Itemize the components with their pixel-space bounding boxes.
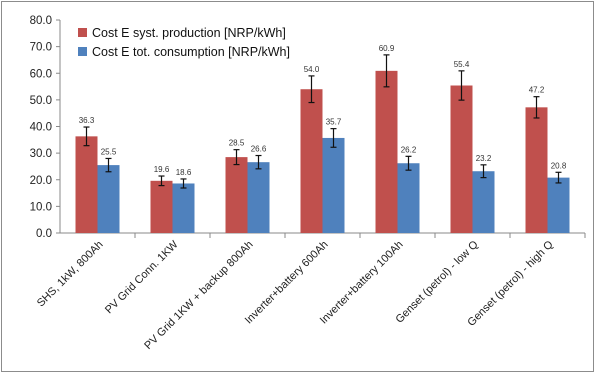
bar-production (300, 89, 323, 233)
bar-consumption (322, 137, 345, 233)
bar-consumption (472, 171, 495, 233)
data-label: 23.2 (476, 154, 492, 163)
data-label: 54.0 (304, 65, 320, 74)
legend-swatch (78, 28, 87, 37)
bar-production (75, 136, 98, 233)
y-tick-label: 10.0 (30, 201, 52, 213)
x-category-label: Inverter+battery 600Ah (243, 239, 331, 327)
data-label: 60.9 (379, 44, 395, 53)
y-tick-label: 0.0 (36, 228, 52, 240)
bar-consumption (547, 177, 570, 233)
x-category-label: Genset (petrol) - high Q (465, 238, 556, 329)
bar-consumption (97, 165, 120, 233)
y-tick-label: 70.0 (30, 42, 52, 54)
y-tick-label: 40.0 (30, 122, 52, 134)
y-tick-label: 80.0 (30, 15, 52, 27)
data-label: 28.5 (229, 139, 245, 148)
y-tick-label: 60.0 (30, 68, 52, 80)
data-label: 20.8 (551, 161, 567, 170)
bar-consumption (247, 162, 270, 233)
data-label: 35.7 (326, 118, 342, 127)
data-label: 25.5 (101, 147, 117, 156)
x-category-label: Genset (petrol) - low Q (393, 238, 480, 325)
data-label: 26.6 (251, 145, 267, 154)
data-label: 18.6 (176, 168, 192, 177)
data-label: 19.6 (154, 165, 170, 174)
data-label: 26.2 (401, 145, 417, 154)
y-tick-label: 20.0 (30, 175, 52, 187)
bar-production (150, 180, 173, 233)
legend-swatch (78, 47, 87, 56)
bar-production (525, 107, 548, 233)
bar-consumption (172, 183, 195, 233)
y-tick-label: 30.0 (30, 148, 52, 160)
bar-production (225, 157, 248, 233)
data-label: 55.4 (454, 60, 470, 69)
x-category-label: SHS, 1kW, 800Ah (35, 239, 106, 310)
x-category-label: PV Grid Conn. 1KW (103, 238, 181, 316)
bar-consumption (397, 163, 420, 233)
bar-production (450, 85, 473, 233)
data-label: 47.2 (529, 86, 545, 95)
data-label: 36.3 (79, 116, 95, 125)
x-category-label: Inverter+battery 100Ah (318, 239, 406, 327)
legend-label: Cost E syst. production [NRP/kWh] (92, 26, 286, 40)
legend-label: Cost E tot. consumption [NRP/kWh] (92, 45, 290, 59)
y-tick-label: 50.0 (30, 95, 52, 107)
bar-production (375, 70, 398, 233)
